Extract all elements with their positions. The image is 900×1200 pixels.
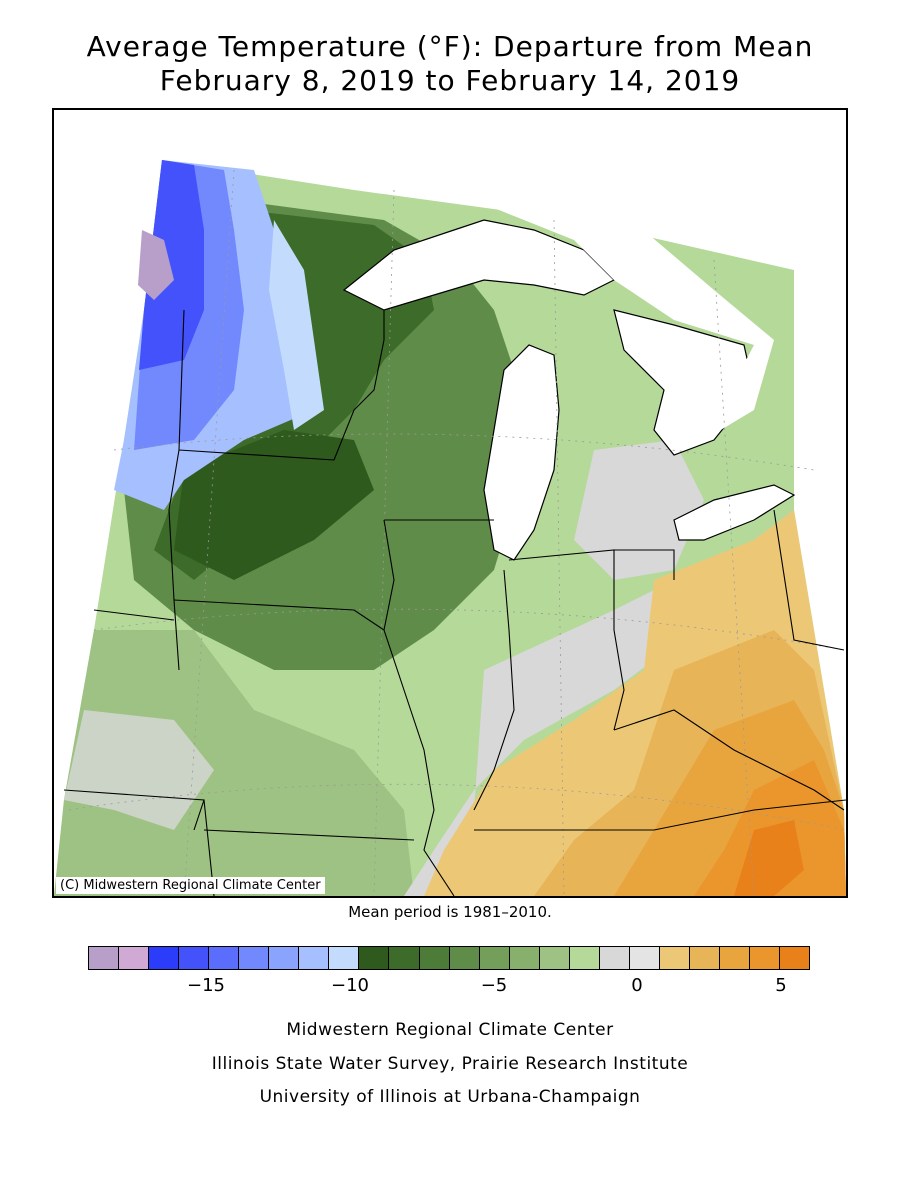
legend-swatch: [599, 947, 630, 969]
legend-swatch: [449, 947, 480, 969]
temperature-departure-map: [54, 110, 846, 896]
graticule: [68, 169, 846, 896]
legend-swatch: [419, 947, 450, 969]
legend-swatch: [299, 947, 330, 969]
legend-tick-label: 0: [631, 975, 643, 996]
map-frame: (C) Midwestern Regional Climate Center: [52, 108, 848, 898]
legend-swatch: [659, 947, 690, 969]
legend-swatch: [239, 947, 270, 969]
mean-period-note: Mean period is 1981–2010.: [348, 903, 552, 921]
legend-swatch: [329, 947, 360, 969]
legend-tick-label: −15: [187, 975, 225, 996]
map-title: Average Temperature (°F): Departure from…: [86, 30, 814, 63]
lake-michigan: [483, 344, 560, 561]
legend-swatch: [389, 947, 420, 969]
legend-swatch: [750, 947, 781, 969]
lake-erie: [673, 484, 796, 541]
legend-swatch: [359, 947, 390, 969]
legend-swatch: [479, 947, 510, 969]
legend-swatch: [569, 947, 600, 969]
legend-tick-label: 5: [775, 975, 787, 996]
legend-swatch: [629, 947, 660, 969]
color-legend-bar: [88, 946, 810, 970]
legend-swatch: [149, 947, 180, 969]
map-copyright: (C) Midwestern Regional Climate Center: [56, 877, 325, 894]
canada-area: [474, 185, 774, 440]
legend-swatch: [179, 947, 210, 969]
legend-swatch: [209, 947, 240, 969]
legend-swatch: [539, 947, 570, 969]
map-date-range: February 8, 2019 to February 14, 2019: [159, 64, 741, 97]
legend-swatch: [719, 947, 751, 969]
near-normal-zone: [574, 440, 704, 580]
state-boundaries: [63, 309, 846, 896]
legend-swatch: [89, 947, 120, 969]
legend-swatch: [689, 947, 720, 969]
credit-line-3: University of Illinois at Urbana-Champai…: [259, 1087, 641, 1107]
legend-tick-label: −5: [480, 975, 508, 996]
legend-swatch: [119, 947, 150, 969]
legend-swatch: [269, 947, 300, 969]
credit-line-1: Midwestern Regional Climate Center: [286, 1020, 614, 1040]
credit-line-2: Illinois State Water Survey, Prairie Res…: [211, 1054, 689, 1074]
legend-tick-label: −10: [331, 975, 369, 996]
legend-swatch: [780, 947, 810, 969]
legend-swatch: [509, 947, 540, 969]
